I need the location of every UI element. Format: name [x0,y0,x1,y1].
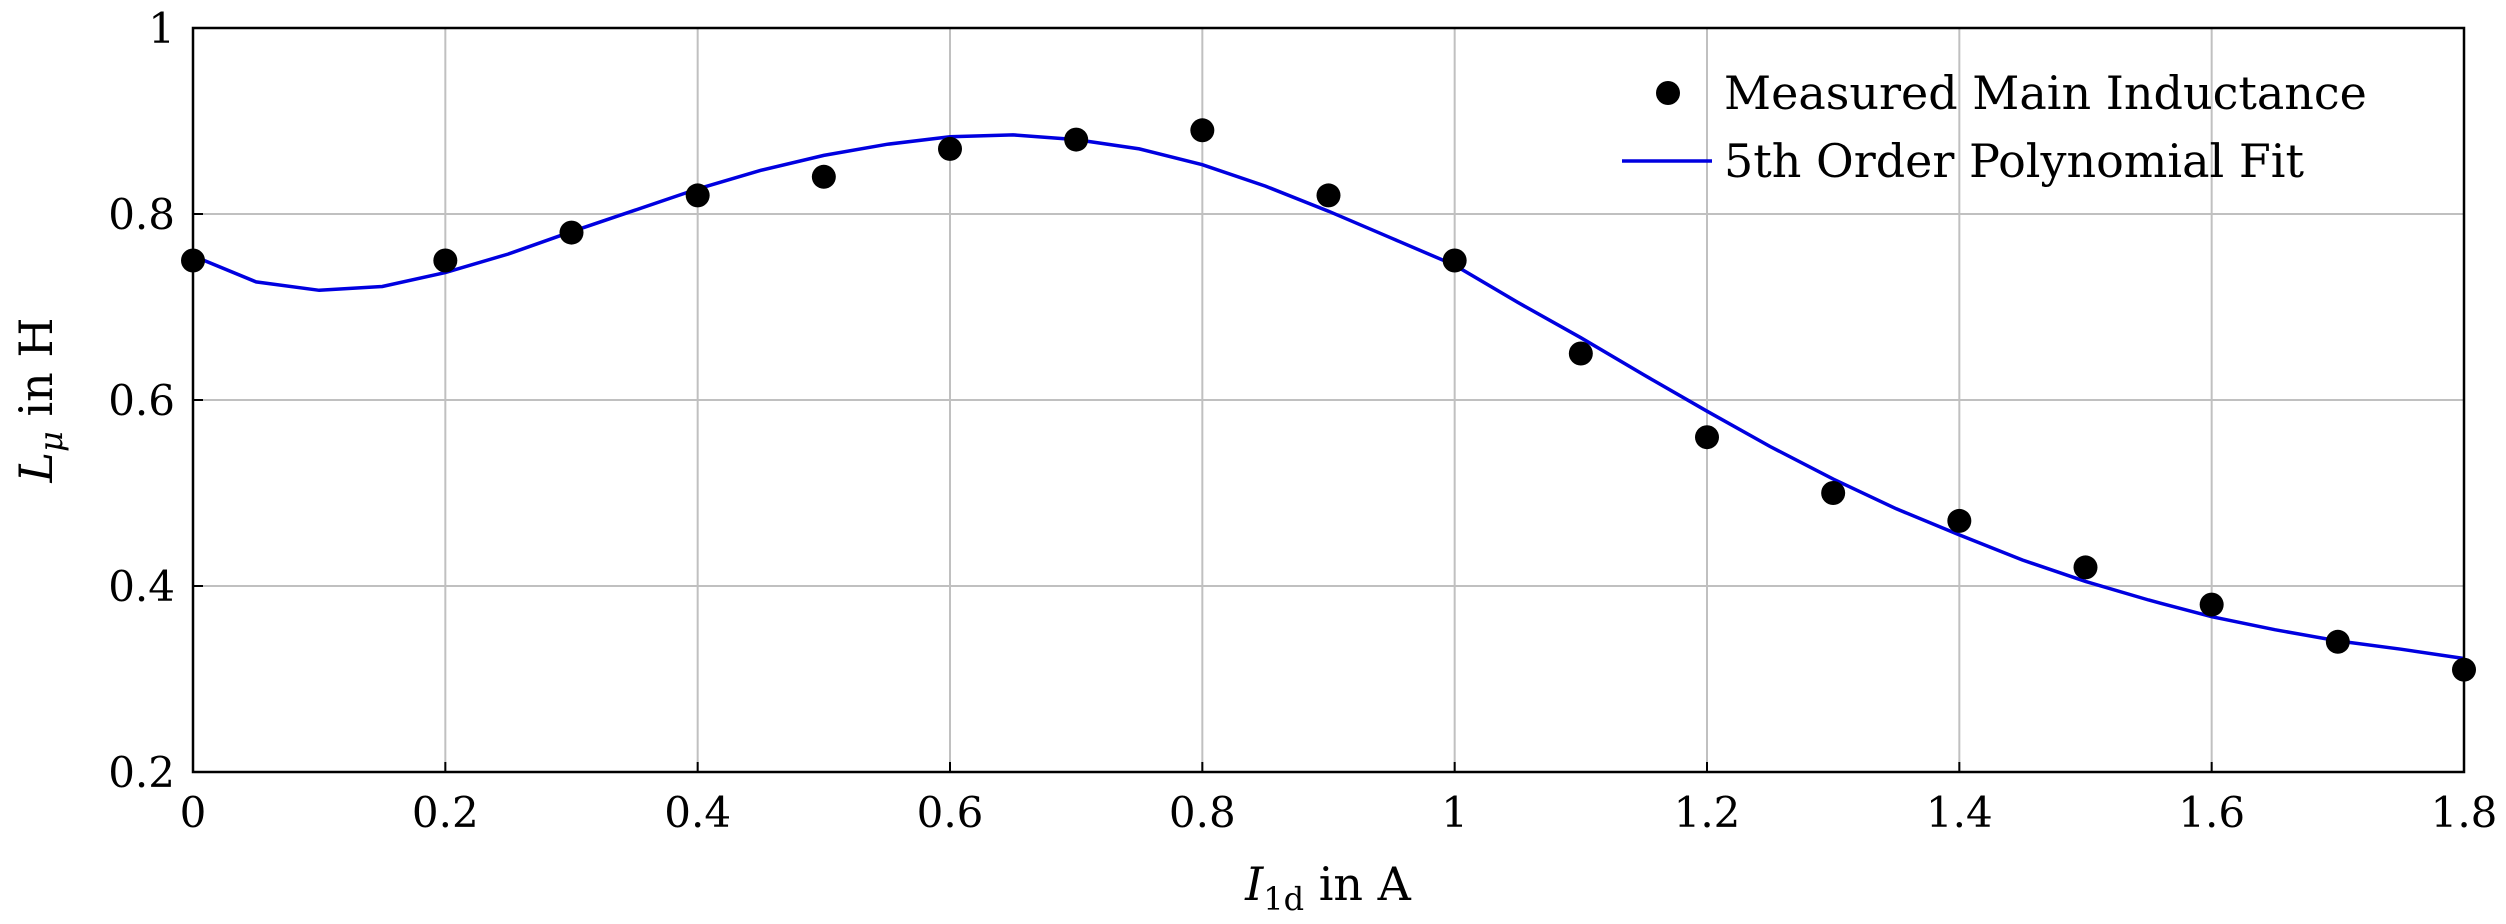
plot-frame [191,26,2466,774]
x-tick-label: 1.2 [1674,788,1741,837]
data-point [1442,248,1467,273]
y-tick-label: 0.4 [108,562,175,611]
y-tick-label: 0.6 [108,376,175,425]
legend-label-fit: 5th Order Polynomial Fit [1724,134,2305,188]
x-tick-label: 1.8 [2431,788,2498,837]
data-point [433,248,458,273]
y-tick-label: 1 [148,4,175,53]
x-tick-label: 1 [1441,788,1468,837]
measured-series [181,118,2476,682]
data-point [2199,592,2224,617]
y-axis-label: Lμ in H [9,317,70,483]
data-point [2073,555,2098,580]
data-point [1064,127,1089,152]
data-point [685,183,710,208]
legend: Measured Main Inductance 5th Order Polyn… [1622,66,2367,188]
data-point [811,164,836,189]
y-axis-ticks: 0.2 0.4 0.6 0.8 1 [108,4,175,797]
data-point [1821,481,1846,505]
data-point [1316,183,1341,208]
legend-marker-measured [1656,81,1680,105]
x-tick-label: 1.6 [2178,788,2245,837]
y-tick-label: 0.8 [108,190,175,239]
x-tick-label: 1.4 [1926,788,1993,837]
y-tick-label: 0.2 [108,748,175,797]
data-point [1695,425,1719,450]
x-tick-label: 0.2 [412,788,479,837]
data-point [1190,118,1215,143]
x-tick-label: 0.6 [917,788,984,837]
data-point [1568,341,1593,366]
x-axis-ticks: 0 0.2 0.4 0.6 0.8 1 1.2 1.4 1.6 1.8 [180,788,2498,837]
x-tick-label: 0.8 [1169,788,1236,837]
data-point [938,136,962,161]
legend-label-measured: Measured Main Inductance [1724,66,2367,120]
data-point [1947,508,1972,533]
x-tick-label: 0 [180,788,207,837]
data-point [559,220,584,245]
data-point [2325,629,2350,654]
x-tick-label: 0.4 [664,788,731,837]
x-axis-label: I1d in A [1244,857,1412,918]
